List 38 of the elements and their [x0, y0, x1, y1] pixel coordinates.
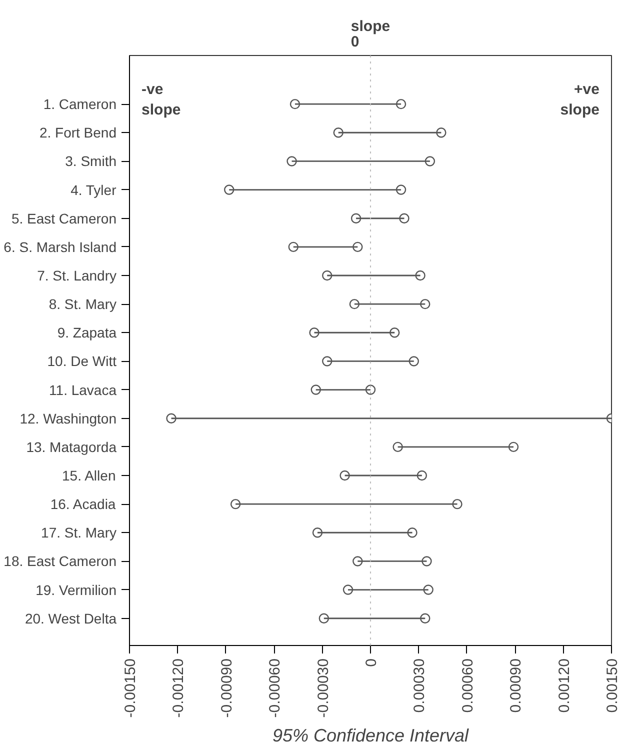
x-tick-label: 0.00150 [604, 658, 618, 713]
y-tick-label: 3. Smith [65, 153, 117, 170]
y-tick-label: 1. Cameron [43, 96, 117, 112]
x-tick-label: 0.00060 [459, 658, 476, 713]
y-tick-label: 17. St. Mary [41, 524, 116, 541]
x-tick-label: 0.00120 [556, 658, 573, 713]
y-tick-label: 16. Acadia [50, 496, 116, 512]
x-tick-label: 0.00090 [508, 658, 525, 713]
point [340, 470, 350, 481]
y-tick-label: 15. Allen [62, 468, 116, 484]
y-tick-label: 20. West Delta [24, 610, 117, 626]
y-tick-label: 2. Fort Bend [39, 124, 117, 141]
y-tick-label: 9. Zapata [57, 324, 117, 341]
x-tick-label: -0.00150 [122, 658, 139, 718]
y-tick-label: 10. De Witt [47, 353, 117, 370]
point [415, 270, 426, 281]
y-tick-label: 13. Matagorda [26, 438, 117, 455]
annotation: +ve slope [560, 81, 600, 118]
point [416, 470, 428, 481]
y-tick-label: 8. St. Mary [48, 296, 117, 312]
y-tick-label: 7. St. Landry [37, 268, 117, 284]
x-tick-label: -0.00060 [266, 658, 284, 718]
x-tick-label: -0.00090 [218, 658, 236, 718]
y-tick-label: 12. Washington [20, 410, 117, 426]
y-tick-label: 11. Lavaca [49, 382, 117, 398]
annotation: -ve slope [142, 81, 181, 118]
y-tick-label: 4. Tyler [70, 182, 117, 198]
x-tick-label: -0.00120 [170, 658, 188, 718]
y-tick-label: 19. Vermilion [36, 582, 117, 598]
y-tick-label: 6. S. Marsh Island [4, 238, 116, 255]
ref-line-label: slope 0 [350, 18, 390, 50]
point [322, 270, 332, 281]
x-tick-label: 0.00030 [411, 658, 428, 713]
y-tick-label: 18. East Cameron [4, 553, 117, 570]
x-axis-title: 95% Confidence Interval [272, 726, 470, 746]
x-tick-label: -0.00030 [314, 658, 332, 718]
y-tick-label: 5. East Cameron [11, 210, 117, 226]
x-tick-label: 0 [363, 658, 380, 667]
